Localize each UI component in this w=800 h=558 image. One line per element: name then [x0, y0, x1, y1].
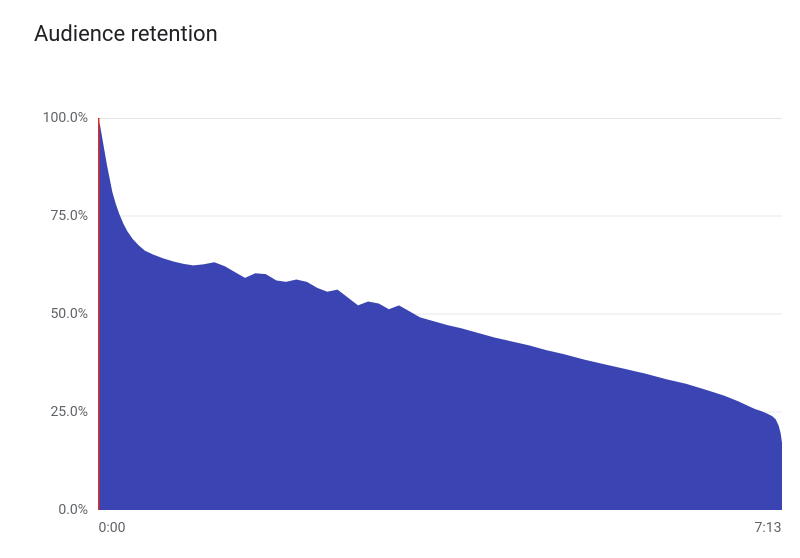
y-axis-tick-label: 50.0% — [34, 306, 88, 322]
plot-area — [98, 118, 782, 510]
y-axis-tick-label: 0.0% — [34, 502, 88, 518]
y-axis-tick-label: 25.0% — [34, 404, 88, 420]
audience-retention-chart: Audience retention 0.0% 25.0% 50.0% 75.0% 10… — [0, 0, 800, 558]
x-axis-tick-label: 7:13 — [755, 520, 782, 536]
y-axis-tick-label: 75.0% — [34, 208, 88, 224]
retention-area-series — [98, 118, 782, 510]
y-axis-tick-label: 100.0% — [34, 110, 88, 126]
x-axis-tick-label: 0:00 — [99, 520, 126, 536]
chart-title: Audience retention — [34, 22, 218, 47]
